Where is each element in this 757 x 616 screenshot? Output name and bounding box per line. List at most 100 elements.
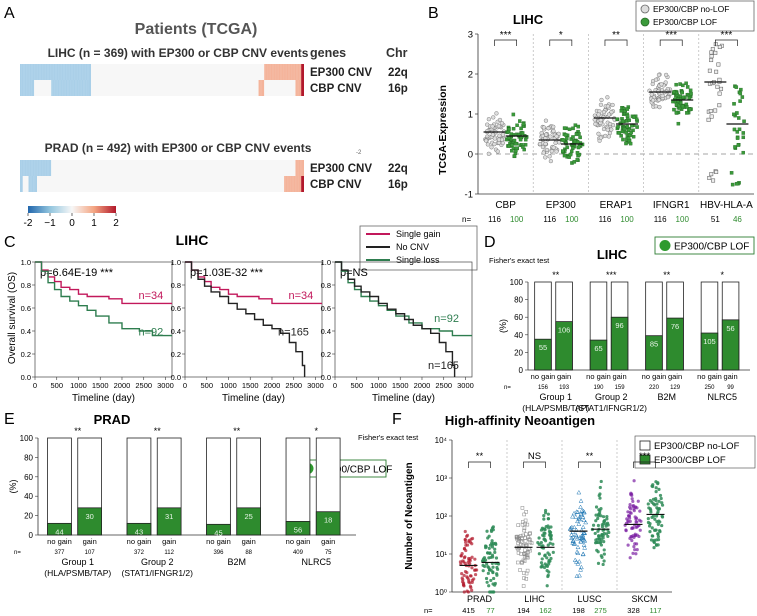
panel-b-point: [549, 149, 554, 154]
panel-f-point: [647, 524, 652, 528]
panel-f-point: [469, 574, 473, 578]
bar-total: [206, 437, 231, 536]
panel-b-point: [603, 133, 608, 139]
panel-c-ytick-label: 0.6: [21, 304, 31, 313]
panel-b-point: [596, 112, 601, 117]
panel-c-xtick-label: 2000: [114, 381, 131, 390]
panel-c-xtick-label: 1500: [92, 381, 109, 390]
panel-f-point: [546, 524, 550, 528]
panel-f-point: [635, 520, 639, 524]
panel-f-point: [660, 503, 665, 507]
panel-b-sig-bracket: [604, 39, 628, 46]
bar-count: 45: [214, 528, 222, 537]
panel-b-point: [596, 131, 601, 136]
panel-b-category-label: IFNGR1: [653, 200, 690, 211]
panel-f-point: [652, 539, 656, 544]
bars-group-name: NLRC5: [301, 557, 331, 567]
panel-f-point: [597, 508, 601, 512]
panel-c-ytick-label: 0.6: [321, 304, 331, 313]
panel-b-point: [489, 145, 494, 150]
heatmap-cell: [295, 160, 304, 176]
panel-b-point: [628, 141, 633, 146]
panel-b-point: [621, 119, 625, 124]
heatmap-lihc-subtitle: LIHC (n = 369) with EP300 or CBP CNV eve…: [48, 46, 309, 60]
panel-b-expression-scatter: LIHC EP300/CBP no-LOF EP300/CBP LOF TCGA…: [437, 0, 755, 224]
panel-f-point: [598, 496, 602, 500]
panel-b-point: [496, 123, 501, 129]
panel-c-ytick-label: 0.0: [21, 373, 31, 382]
panel-b-title: LIHC: [513, 12, 544, 27]
panel-b-point: [492, 136, 497, 141]
panel-f-point: [522, 559, 527, 563]
panel-b-point: [500, 140, 505, 146]
panel-f-point: [523, 521, 527, 526]
panel-b-sig-label: ***: [721, 30, 733, 41]
panel-b-point: [653, 77, 659, 82]
panel-b-point: [575, 151, 580, 155]
panel-f-point: [462, 590, 466, 594]
panel-f-point: [649, 538, 654, 542]
panel-f-point: [482, 556, 487, 560]
heatmap-cell: [284, 176, 302, 192]
panel-b-point: [672, 90, 676, 94]
panel-f-point: [543, 508, 548, 513]
panel-f-point: [654, 486, 658, 490]
panel-c-plot-frame: [34, 261, 173, 378]
heatmap-row-chr: 16p: [388, 83, 408, 95]
panel-c-ytick-label: 0.0: [321, 373, 331, 382]
panel-f-point: [630, 526, 635, 530]
panel-f-sig-label: **: [476, 451, 484, 462]
panel-f-point: [529, 541, 534, 545]
panel-b-point: [598, 102, 604, 107]
panel-c-ytick-label: 0.8: [171, 281, 181, 290]
panel-b-sig-label: ***: [500, 30, 512, 41]
panel-b-point: [738, 99, 742, 103]
panel-b-point: [495, 149, 500, 154]
panel-b-point: [571, 135, 575, 139]
panel-f-point: [626, 520, 630, 524]
bars-legend-marker: [659, 240, 671, 251]
panel-f-ylabel: Number of Neoantigen: [404, 462, 415, 569]
heatmap-cell: [28, 176, 38, 192]
panel-f-point: [473, 572, 478, 577]
panel-b-point: [626, 136, 631, 140]
panel-f-point: [458, 560, 463, 564]
panel-c-xtick-label: 0: [33, 381, 37, 390]
panel-f-point: [633, 542, 637, 546]
panel-b-point: [711, 178, 716, 183]
panel-f-point: [596, 523, 600, 528]
panel-f-point: [597, 534, 601, 538]
panel-b-point: [499, 121, 505, 126]
panel-f-point: [517, 539, 521, 543]
panel-f-point: [542, 513, 546, 518]
panel-f-point: [571, 510, 577, 516]
panel-b-point: [738, 91, 743, 96]
panel-b-point: [741, 131, 746, 135]
panel-c-ytick-label: 0.4: [21, 327, 31, 336]
panel-b-n-lof: 100: [676, 215, 690, 224]
panel-b-ytick-label: 2: [468, 70, 473, 81]
panel-f-point: [483, 558, 488, 562]
panel-b-n-lof: 100: [510, 215, 524, 224]
panel-f-point: [582, 530, 588, 536]
panel-b-point: [679, 101, 683, 105]
panel-f-point: [596, 561, 601, 565]
panel-b-point: [521, 145, 525, 149]
panel-b-point: [569, 149, 574, 154]
panel-f-point: [574, 509, 580, 514]
panel-f-point: [579, 533, 584, 539]
panel-c-xtick-label: 3000: [307, 381, 324, 390]
panel-f-point: [489, 529, 494, 533]
panel-b-point: [741, 135, 746, 140]
panel-f-point: [487, 546, 491, 550]
panel-f-point: [576, 489, 582, 495]
panel-f-point: [487, 584, 491, 588]
panel-f-point: [521, 558, 526, 563]
panel-f-point: [602, 552, 606, 556]
panel-b-point: [681, 83, 685, 88]
panel-f-point: [571, 524, 577, 530]
panel-f-point: [575, 544, 581, 550]
bar-n: 88: [245, 550, 252, 556]
bars-group-sub: (STAT1/IFNGR1/2): [122, 568, 194, 578]
panel-f-point: [657, 499, 661, 503]
